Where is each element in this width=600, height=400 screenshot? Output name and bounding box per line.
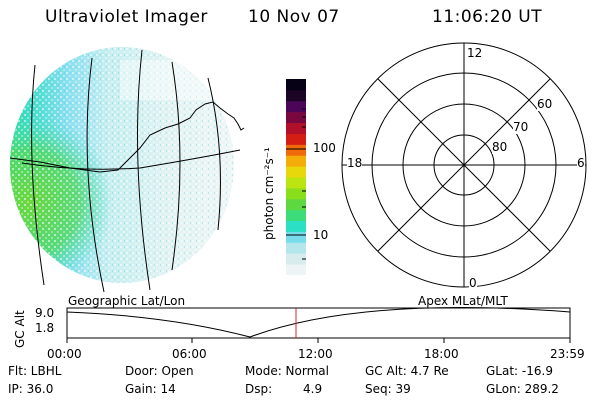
polar-diagonal-2: [377, 78, 551, 252]
mlat-label-60: 60: [537, 97, 553, 111]
mlat-label-70: 70: [513, 120, 529, 134]
colorbar-band: [286, 198, 306, 211]
timeline-left-label: Geographic Lat/Lon: [68, 294, 186, 308]
colorbar-band: [286, 111, 306, 124]
altitude-curve: [66, 307, 571, 338]
status-seq: Seq: 39: [365, 382, 411, 396]
status-dsp-label: Dsp:: [245, 382, 273, 396]
status-glat: GLat: -16.9: [486, 364, 553, 378]
timeline-x-tick-0600: 06:00: [172, 347, 207, 361]
timeline-x-tick-2359: 23:59: [550, 347, 585, 361]
colorbar-scale: [286, 79, 306, 276]
colorbar-band: [286, 231, 306, 243]
polar-plot: [341, 42, 587, 288]
colorbar-band: [286, 100, 306, 113]
colorbar-tick-10: 10: [313, 228, 329, 242]
status-gain: Gain: 14: [125, 382, 176, 396]
instrument-title: Ultraviolet Imager: [45, 7, 208, 27]
colorbar-band: [286, 122, 306, 134]
status-dsp-value: 4.9: [303, 382, 323, 396]
colorbar-band: [286, 155, 306, 167]
colorbar-unit-label: photon cm⁻²s⁻¹: [262, 147, 276, 240]
mlt-label-6: 6: [577, 156, 585, 170]
timeline-x-tick-0000: 00:00: [47, 347, 82, 361]
status-gc-alt: GC Alt: 4.7 Re: [365, 364, 449, 378]
colorbar-band: [286, 144, 306, 156]
altitude-timeline: [66, 307, 571, 343]
colorbar-band: [286, 253, 306, 265]
status-door: Door: Open: [125, 364, 194, 378]
timeline-axis-label: GC Alt: [13, 310, 27, 348]
timeline-frame: [66, 307, 571, 339]
mlt-label-12: 12: [467, 46, 483, 60]
status-mode: Mode: Normal: [245, 364, 329, 378]
status-flt: Flt: LBHL: [8, 364, 62, 378]
status-glon: GLon: 289.2: [486, 382, 559, 396]
timeline-ticks: [66, 338, 571, 343]
mlt-label-0: 0: [469, 276, 477, 290]
observation-time: 11:06:20 UT: [432, 7, 543, 27]
colorbar-band: [286, 177, 306, 189]
geographic-grid: [21, 49, 241, 293]
colorbar-tick-100: 100: [313, 141, 336, 155]
colorbar-band: [286, 242, 306, 254]
mlat-label-80: 80: [492, 140, 508, 154]
colorbar-band: [286, 220, 306, 232]
timeline-y-tick-high: 9.0: [35, 306, 55, 320]
colorbar-ticks: [286, 108, 306, 260]
colorbar-band: [286, 264, 306, 276]
colorbar-band: [286, 166, 306, 178]
timeline-y-tick-low: 1.8: [35, 321, 55, 335]
observation-date: 10 Nov 07: [248, 7, 340, 27]
colorbar-band: [286, 79, 306, 91]
colorbar-band: [286, 133, 306, 145]
timeline-x-tick-1200: 12:00: [298, 347, 333, 361]
timeline-x-tick-1800: 18:00: [424, 347, 459, 361]
colorbar-band: [286, 187, 306, 200]
colorbar: [286, 79, 306, 276]
colorbar-band: [286, 209, 306, 222]
mlt-label-18: 18: [347, 156, 363, 170]
coastline: [9, 101, 245, 173]
colorbar-band: [286, 89, 306, 102]
timeline-right-label: Apex MLat/MLT: [418, 294, 508, 308]
earth-disk: [10, 47, 234, 283]
status-ip: IP: 36.0: [8, 382, 54, 396]
